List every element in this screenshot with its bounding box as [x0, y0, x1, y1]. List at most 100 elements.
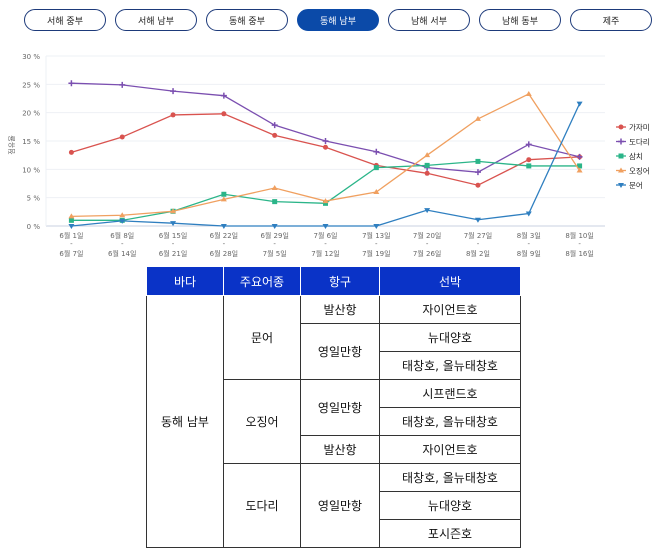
- x-tick-label: 6월 22일: [210, 231, 238, 240]
- x-tick-sep: -: [426, 240, 429, 248]
- x-tick-sep: -: [273, 240, 276, 248]
- data-point: [424, 162, 430, 168]
- cell-vessel: 자이언트호: [379, 295, 521, 324]
- data-point: [170, 88, 177, 95]
- data-point: [323, 200, 328, 206]
- data-point: [170, 221, 177, 227]
- x-tick-label: 6월 7일: [59, 249, 83, 258]
- x-tick-label: 7월 26일: [413, 249, 441, 258]
- data-point: [271, 122, 278, 129]
- cell-sea: 동해 남부: [146, 295, 224, 548]
- tab-region[interactable]: 남해 서부: [388, 9, 470, 31]
- vessel-table: 바다 주요어종 항구 선박 동해 남부 문어 발산항 자이언트호 영일만항 뉴대양호 태창호,…: [146, 266, 521, 548]
- data-point: [272, 132, 278, 138]
- data-point: [322, 198, 329, 204]
- data-point: [271, 224, 278, 229]
- data-point: [525, 90, 532, 96]
- y-axis-label: 점유율: [8, 135, 16, 155]
- data-point: [221, 111, 227, 117]
- data-point: [323, 144, 328, 150]
- series-line-도다리: [71, 82, 580, 173]
- x-tick-label: 6월 14일: [108, 249, 136, 258]
- data-point: [322, 224, 329, 229]
- data-point: [525, 211, 532, 217]
- x-tick-sep: -: [172, 240, 175, 248]
- x-tick-label: 8월 10일: [565, 231, 593, 240]
- x-tick-label: 7월 13일: [362, 231, 390, 240]
- data-point: [576, 167, 583, 173]
- cell-port: 발산항: [300, 435, 380, 464]
- data-point: [68, 149, 74, 155]
- data-point: [474, 115, 481, 121]
- x-tick-sep: -: [477, 240, 480, 248]
- x-tick-label: 6월 28일: [210, 249, 238, 258]
- x-tick-sep: -: [578, 240, 581, 248]
- x-tick-label: 7월 5일: [263, 249, 287, 258]
- data-point: [424, 170, 430, 176]
- y-tick-label: 0 %: [27, 223, 41, 231]
- cell-vessel: 포시즌호: [379, 519, 521, 548]
- data-point: [220, 92, 227, 99]
- tab-region[interactable]: 제주: [570, 9, 652, 31]
- x-tick-label: 6월 21일: [159, 249, 187, 258]
- x-tick-label: 7월 19일: [362, 249, 390, 258]
- data-point: [68, 217, 74, 223]
- col-header: 주요어종: [223, 266, 301, 296]
- data-point: [576, 101, 583, 107]
- tab-region-active[interactable]: 동해 남부: [297, 9, 379, 31]
- data-point: [618, 183, 624, 188]
- y-tick-label: 15 %: [22, 138, 40, 146]
- cell-vessel: 뉴대양호: [379, 491, 521, 520]
- x-tick-label: 7월 12일: [311, 249, 339, 258]
- data-point: [68, 224, 75, 229]
- y-tick-label: 25 %: [22, 81, 40, 89]
- series-line-문어: [71, 103, 581, 227]
- data-point: [525, 141, 532, 148]
- x-tick-label: 8월 16일: [565, 249, 593, 258]
- data-point: [271, 185, 278, 191]
- data-point: [221, 191, 227, 197]
- legend-label: 오징어: [629, 166, 650, 176]
- data-point: [618, 138, 624, 145]
- cell-port: 영일만항: [300, 379, 380, 436]
- data-point: [474, 169, 481, 176]
- cell-vessel: 태창호, 올뉴태창호: [379, 407, 521, 436]
- x-tick-label: 8월 3일: [517, 231, 541, 240]
- data-point: [475, 182, 481, 188]
- x-tick-label: 8월 2일: [466, 249, 490, 258]
- x-tick-label: 7월 20일: [413, 231, 441, 240]
- tab-region[interactable]: 남해 동부: [479, 9, 561, 31]
- data-point: [526, 157, 532, 163]
- cell-port: 영일만항: [300, 323, 380, 380]
- tab-region[interactable]: 서해 남부: [115, 9, 197, 31]
- data-point: [576, 153, 583, 160]
- region-tabs: 서해 중부 서해 남부 동해 중부 동해 남부 남해 서부 남해 동부 제주: [24, 9, 652, 31]
- data-point: [618, 124, 624, 130]
- data-point: [526, 163, 532, 169]
- col-header: 항구: [300, 266, 380, 296]
- data-point: [68, 80, 75, 87]
- x-tick-label: 6월 15일: [159, 231, 187, 240]
- data-point: [119, 134, 125, 140]
- cell-vessel: 뉴대양호: [379, 323, 521, 352]
- data-point: [119, 218, 126, 224]
- series-line-삼치: [71, 160, 580, 221]
- legend-label: 삼치: [629, 151, 643, 161]
- tab-region[interactable]: 동해 중부: [206, 9, 288, 31]
- cell-port: 발산항: [300, 295, 380, 324]
- legend-label: 가자미: [629, 123, 650, 132]
- y-tick-label: 10 %: [22, 166, 40, 174]
- data-point: [424, 152, 431, 158]
- col-header: 선박: [379, 266, 521, 296]
- x-tick-sep: -: [223, 240, 226, 248]
- legend-label: 문어: [629, 180, 643, 190]
- data-point: [322, 138, 329, 144]
- cell-vessel: 시프랜드호: [379, 379, 521, 408]
- data-point: [373, 189, 380, 194]
- x-tick-label: 6월 1일: [59, 231, 83, 240]
- data-point: [475, 158, 481, 164]
- y-tick-label: 5 %: [27, 195, 41, 203]
- tab-region[interactable]: 서해 중부: [24, 9, 106, 31]
- y-tick-label: 20 %: [22, 110, 40, 118]
